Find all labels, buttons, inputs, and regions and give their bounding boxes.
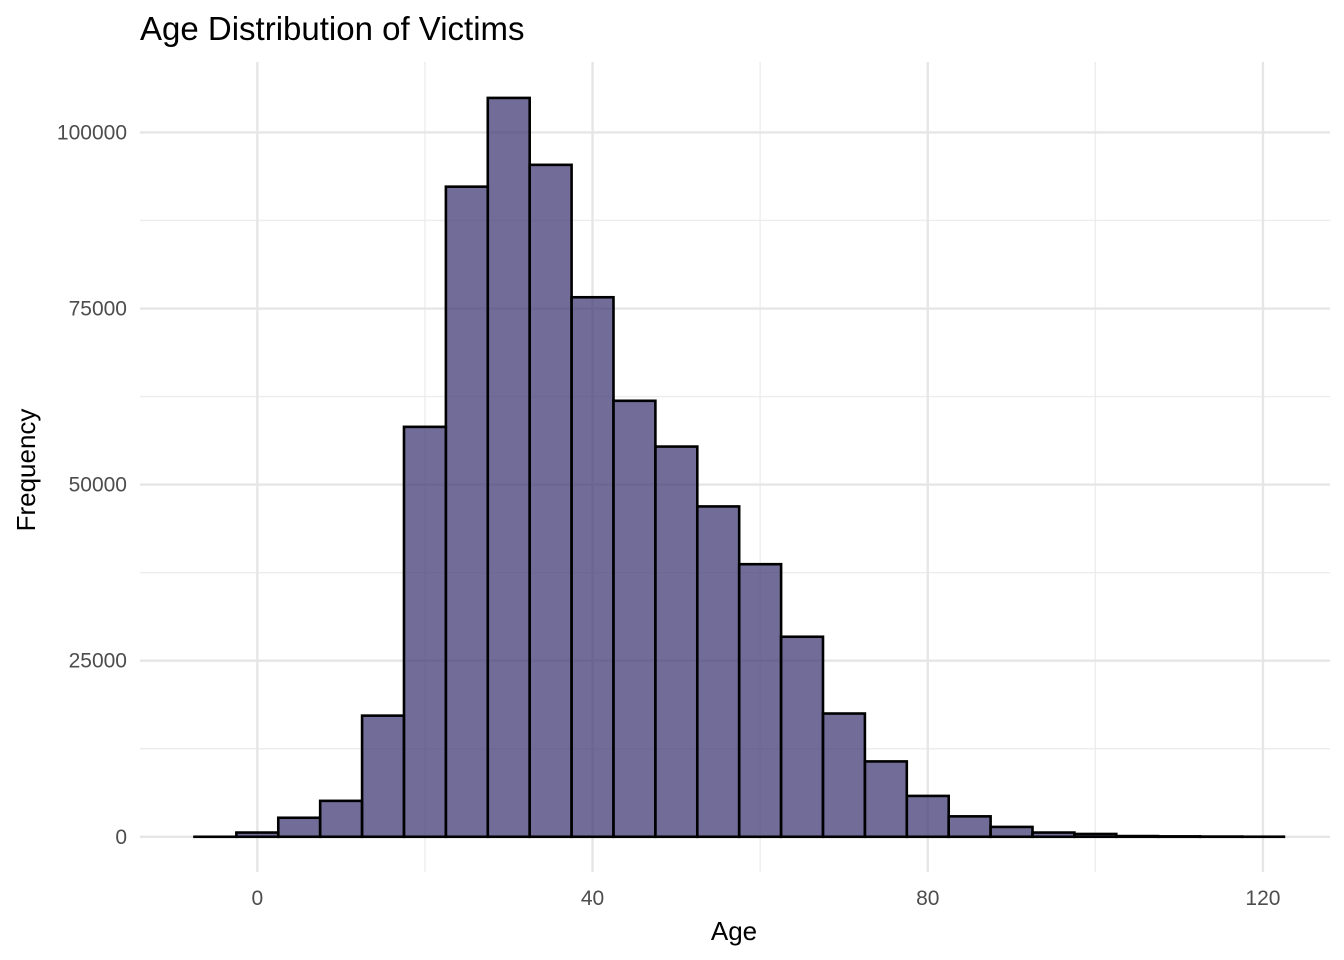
x-tick-label: 80 <box>916 887 939 910</box>
histogram-bar <box>318 799 364 839</box>
histogram-bar <box>1073 832 1118 839</box>
y-tick-label: 25000 <box>69 650 127 673</box>
histogram-bar <box>235 831 280 839</box>
histogram-bar <box>1031 831 1076 839</box>
chart-title: Age Distribution of Victims <box>140 10 525 47</box>
histogram-bar <box>360 714 406 839</box>
x-tick-label: 120 <box>1245 887 1280 910</box>
histogram-bars <box>193 96 1286 839</box>
histogram-bar <box>905 794 950 839</box>
y-tick-label: 0 <box>115 826 127 849</box>
histogram-bar <box>654 445 699 839</box>
histogram-bar <box>612 399 657 839</box>
x-tick-label: 40 <box>581 887 604 910</box>
histogram-bar <box>695 505 741 839</box>
histogram-bar <box>779 635 825 839</box>
x-axis-ticks: 0 40 80 120 <box>251 887 1280 910</box>
y-axis-ticks: 0 25000 50000 75000 100000 <box>57 121 127 848</box>
y-axis-title: Frequency <box>11 409 41 532</box>
x-axis-title: Age <box>711 916 757 946</box>
histogram-bar <box>947 815 992 839</box>
y-tick-label: 100000 <box>57 121 127 144</box>
histogram-bar <box>1115 834 1160 839</box>
histogram-bar <box>821 712 867 839</box>
histogram-bar <box>402 425 448 839</box>
histogram-bar <box>989 825 1034 839</box>
histogram-bar <box>570 295 615 839</box>
y-tick-label: 50000 <box>69 474 127 497</box>
histogram-bar <box>737 562 783 839</box>
histogram-bar <box>486 96 531 839</box>
histogram-bar <box>528 163 573 839</box>
histogram-bar <box>444 185 490 839</box>
x-tick-label: 0 <box>251 887 263 910</box>
histogram-bar <box>276 816 322 839</box>
y-tick-label: 75000 <box>69 298 127 321</box>
histogram-bar <box>863 760 909 839</box>
